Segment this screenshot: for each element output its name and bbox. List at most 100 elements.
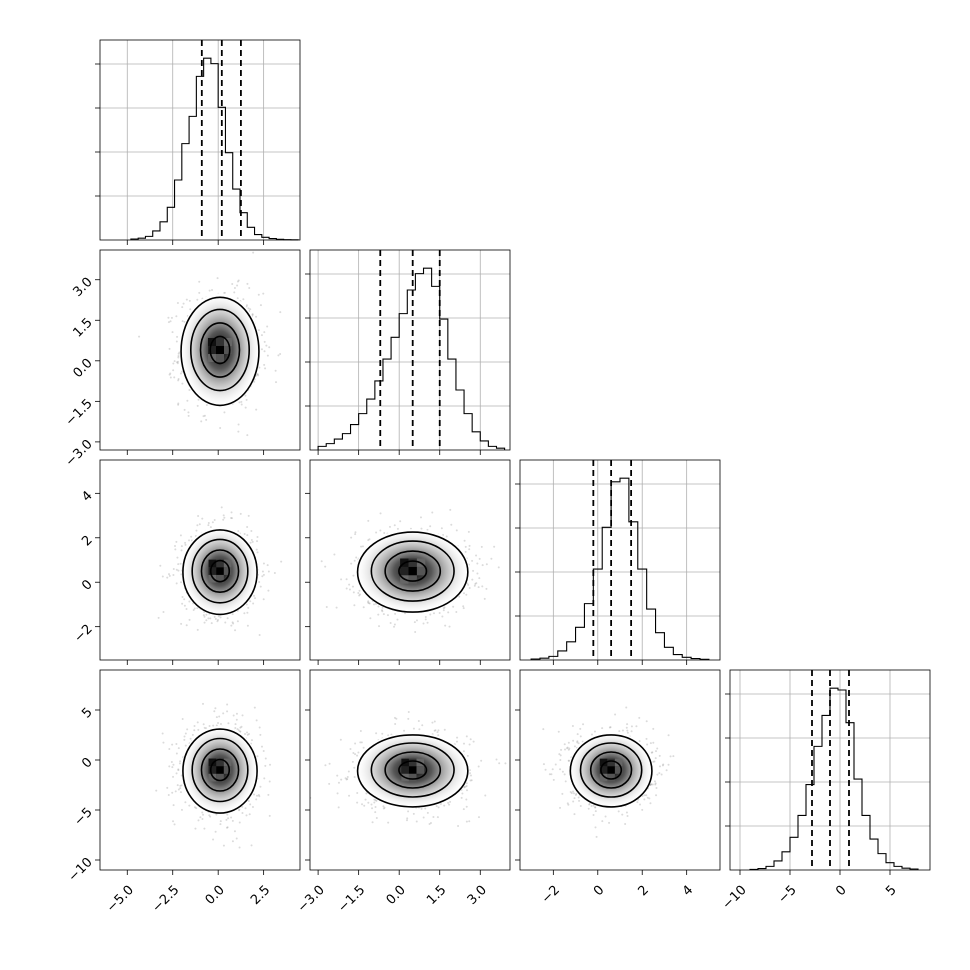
scatter-point <box>222 844 225 847</box>
scatter-point <box>626 729 629 732</box>
contour-level-1 <box>200 748 240 792</box>
scatter-point <box>205 418 208 421</box>
scatter-point <box>251 540 254 543</box>
scatter-point <box>175 315 178 318</box>
scatter-point <box>180 581 183 584</box>
scatter-point <box>467 530 470 533</box>
scatter-point <box>200 420 203 423</box>
scatter-point <box>406 817 409 820</box>
scatter-point <box>202 723 205 726</box>
scatter-point <box>212 838 215 841</box>
scatter-point <box>279 311 282 314</box>
scatter-point <box>175 568 178 571</box>
scatter-point <box>352 574 355 577</box>
scatter-point <box>370 803 373 806</box>
scatter-point <box>173 360 176 363</box>
x-tick-label-p3-2: 0 <box>833 883 849 899</box>
contour-level-0 <box>398 760 428 780</box>
scatter-point <box>222 518 225 521</box>
scatter-point <box>638 716 641 719</box>
density-cell <box>416 766 425 774</box>
scatter-point <box>197 728 200 731</box>
scatter-point <box>354 531 357 534</box>
scatter-point <box>432 612 435 615</box>
scatter-point <box>362 746 365 749</box>
scatter-point <box>174 548 177 551</box>
hist-panel-3 <box>725 669 931 871</box>
scatter-point <box>239 726 242 729</box>
scatter-point <box>366 601 369 604</box>
x-tick-label-p0-1: −2.5 <box>149 883 182 916</box>
scatter-point <box>324 565 327 568</box>
panel-frame <box>99 459 301 661</box>
scatter-point <box>181 306 184 309</box>
scatter-point <box>608 821 611 824</box>
scatter-point <box>237 430 240 433</box>
scatter-point <box>443 728 446 731</box>
scatter-point <box>429 821 432 824</box>
scatter-point <box>173 823 176 826</box>
scatter-point <box>381 610 384 613</box>
scatter-point <box>184 744 187 747</box>
scatter-point <box>207 524 210 527</box>
scatter-point <box>420 807 423 810</box>
scatter-point <box>185 624 188 627</box>
scatter-point <box>469 774 472 777</box>
hist-panel-1 <box>305 249 511 455</box>
scatter-point <box>424 616 427 619</box>
density-core <box>208 559 232 583</box>
scatter-point <box>464 545 467 548</box>
scatter-point <box>245 398 248 401</box>
scatter-point <box>353 766 356 769</box>
scatter-point <box>203 615 206 618</box>
scatter-point <box>468 820 471 823</box>
scatter-point <box>328 782 331 785</box>
scatter-point <box>573 813 576 816</box>
density-cell <box>208 758 217 767</box>
scatter-point <box>219 426 222 429</box>
scatter-point <box>626 723 629 726</box>
scatter-point <box>462 808 465 811</box>
scatter-point <box>201 517 204 520</box>
scatter-point <box>223 411 226 414</box>
scatter-point <box>231 621 234 624</box>
scatter-point <box>257 329 260 332</box>
scatter-point <box>465 798 468 801</box>
scatter-point <box>245 304 248 307</box>
scatter-point <box>214 618 217 621</box>
scatter-point <box>257 374 260 377</box>
scatter-point <box>643 794 646 797</box>
scatter-point <box>198 291 201 294</box>
contour-level-0 <box>209 758 231 782</box>
scatter-point <box>237 729 240 732</box>
scatter-point <box>181 320 184 323</box>
scatter-point <box>193 806 196 809</box>
scatter-point <box>257 293 260 296</box>
scatter-point <box>203 621 206 624</box>
scatter-point <box>324 764 327 767</box>
scatter-point <box>159 564 162 567</box>
scatter-point <box>375 531 378 534</box>
scatter-point <box>356 791 359 794</box>
scatter-point <box>353 559 356 562</box>
scatter-point <box>460 796 463 799</box>
scatter-point <box>246 731 249 734</box>
scatter-point <box>234 629 237 632</box>
scatter-point <box>426 811 429 814</box>
scatter-point <box>227 722 230 725</box>
scatter-point <box>375 732 378 735</box>
scatter-point <box>240 725 243 728</box>
scatter-point <box>212 724 215 727</box>
scatter-point <box>203 414 206 417</box>
scatter-point <box>196 628 199 631</box>
scatter-point <box>268 780 271 783</box>
scatter-point <box>264 367 267 370</box>
scatter-point <box>465 593 468 596</box>
scatter-point <box>208 814 211 817</box>
scatter-point <box>233 287 236 290</box>
density-cell <box>216 559 224 568</box>
histogram-step-p3 <box>749 687 919 871</box>
scatter-point <box>171 791 174 794</box>
scatter-point <box>382 807 385 810</box>
scatter-point <box>426 621 429 624</box>
